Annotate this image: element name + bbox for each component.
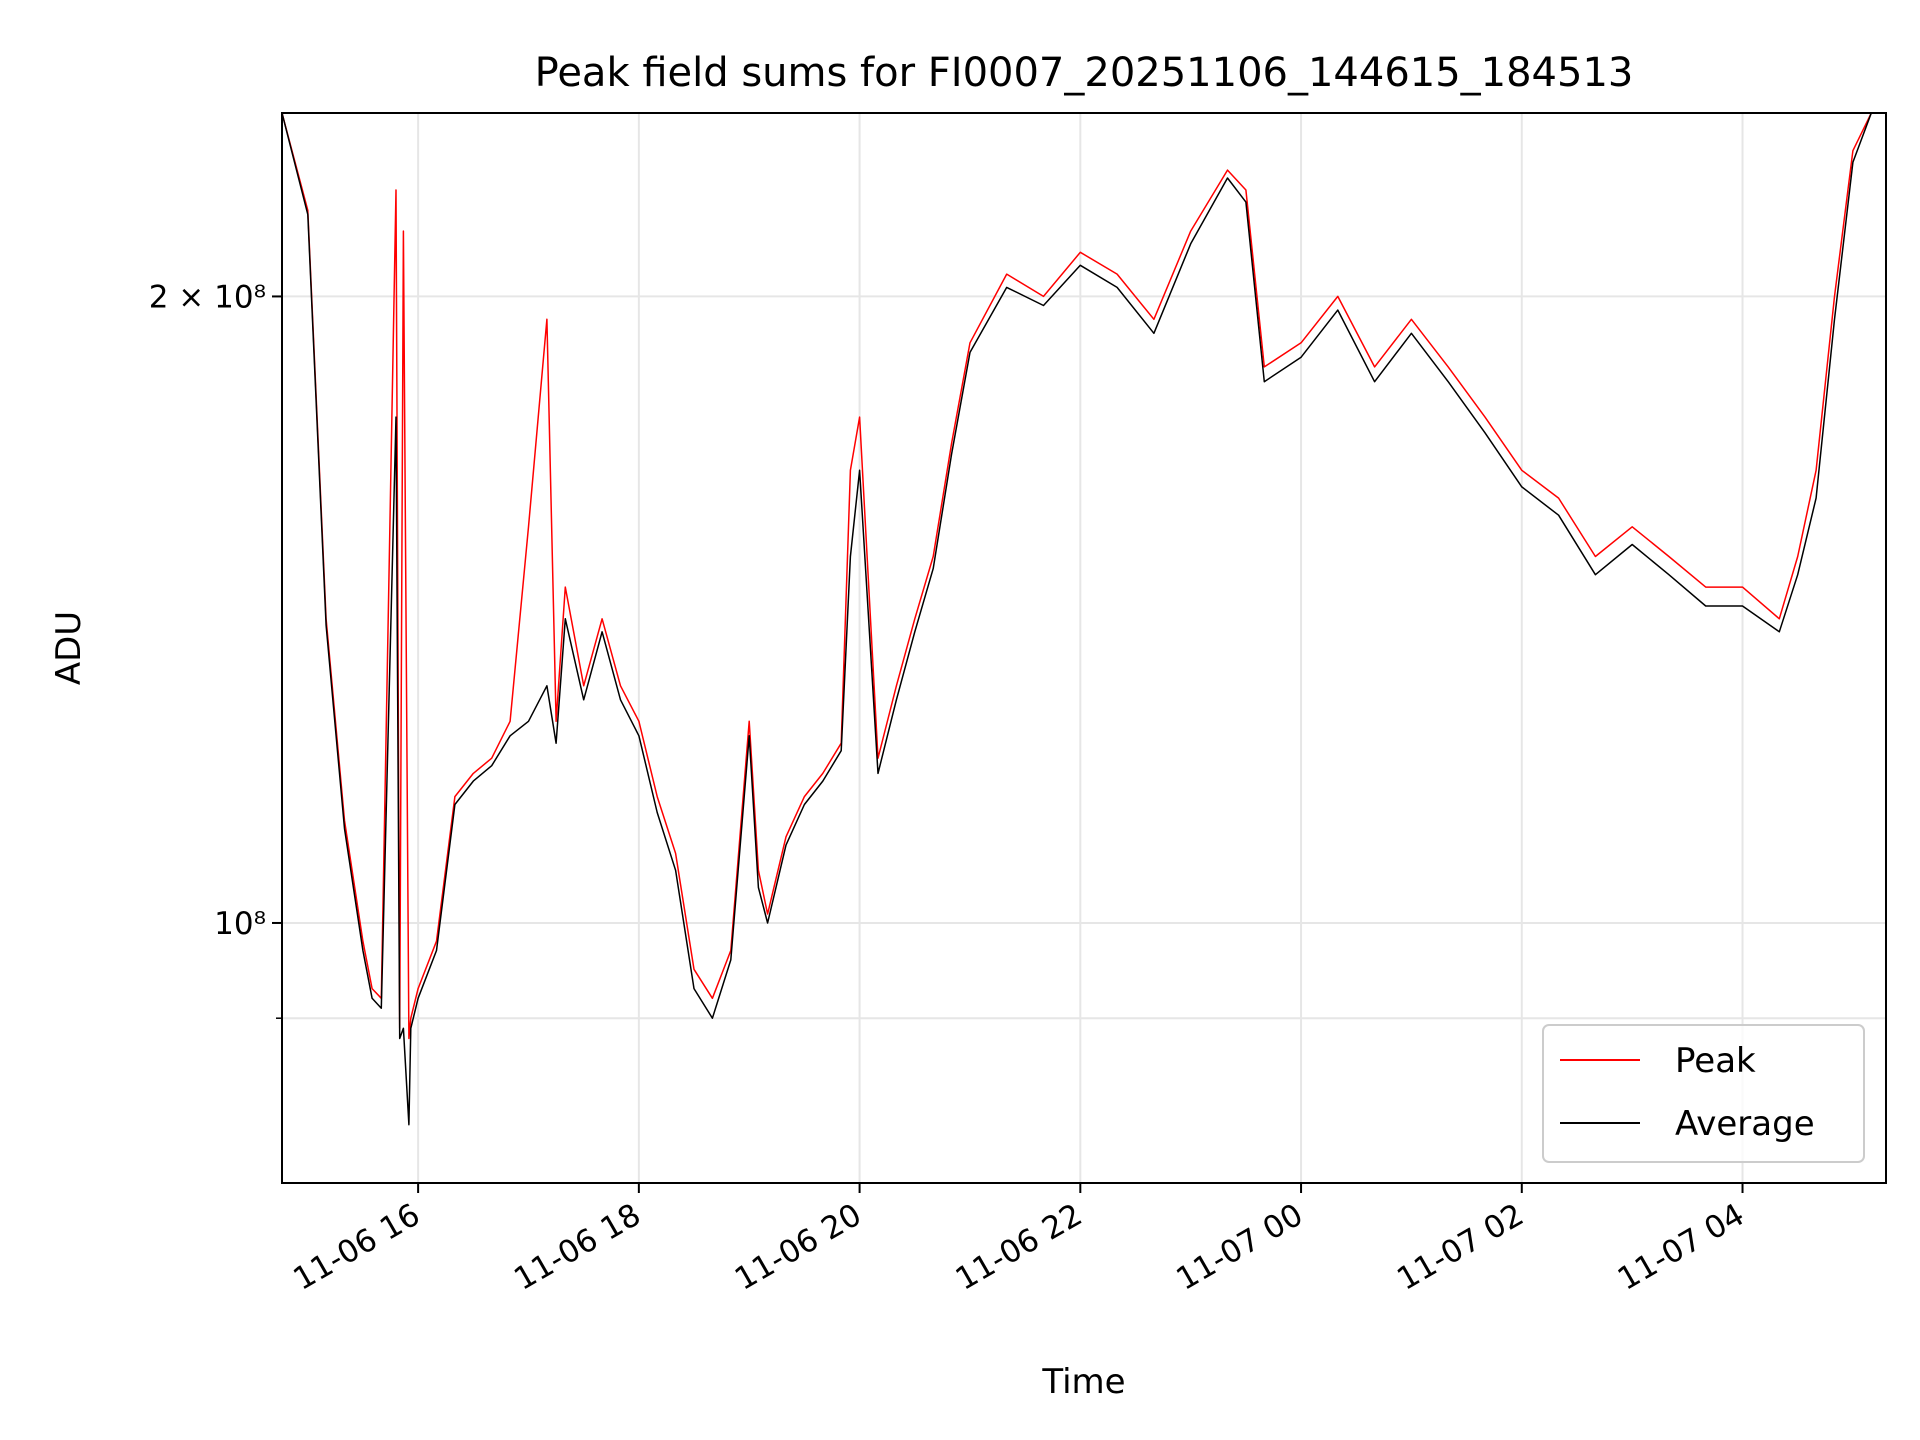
y-tick-label: 2 × 10⁸ [149,279,266,315]
chart-title: Peak field sums for FI0007_20251106_1446… [535,50,1634,96]
plot-frame [281,112,1887,1184]
series-layer [282,113,1873,1126]
series-line-average [282,113,1873,1126]
y-axis-label: ADU [49,611,89,685]
grid [282,113,1886,1183]
legend-label-peak: Peak [1675,1041,1756,1081]
y-tick-label: 10⁸ [214,906,266,942]
legend: Peak Average [1542,1024,1865,1163]
x-axis-label: Time [1041,1362,1125,1402]
legend-label-average: Average [1675,1104,1815,1144]
series-line-peak [282,113,1872,1040]
